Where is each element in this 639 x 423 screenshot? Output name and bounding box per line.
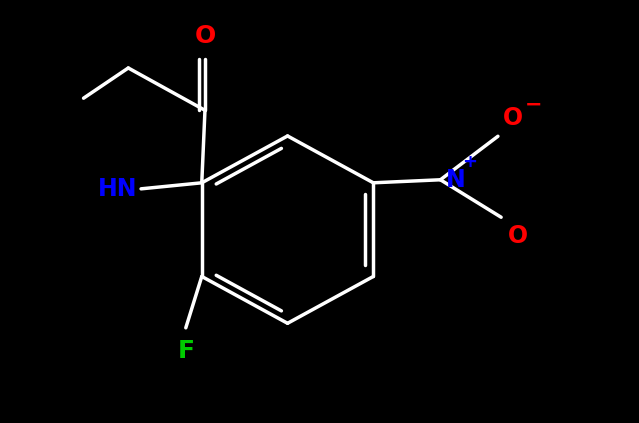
Text: N: N xyxy=(445,168,465,192)
Text: O: O xyxy=(507,225,528,248)
Text: F: F xyxy=(177,339,194,363)
Text: O: O xyxy=(503,106,523,130)
Text: −: − xyxy=(525,95,542,115)
Text: O: O xyxy=(194,24,215,48)
Text: +: + xyxy=(461,153,477,170)
Text: HN: HN xyxy=(98,177,138,201)
